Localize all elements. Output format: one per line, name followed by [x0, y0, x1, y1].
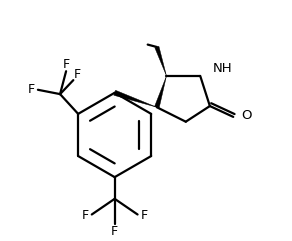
Text: F: F [82, 209, 89, 222]
Text: F: F [140, 209, 148, 222]
Text: F: F [62, 58, 70, 71]
Polygon shape [154, 76, 166, 108]
Text: O: O [241, 109, 252, 122]
Polygon shape [114, 90, 157, 107]
Text: F: F [74, 68, 81, 80]
Text: F: F [111, 225, 118, 238]
Polygon shape [155, 46, 166, 76]
Text: F: F [28, 83, 35, 96]
Text: NH: NH [212, 62, 232, 75]
